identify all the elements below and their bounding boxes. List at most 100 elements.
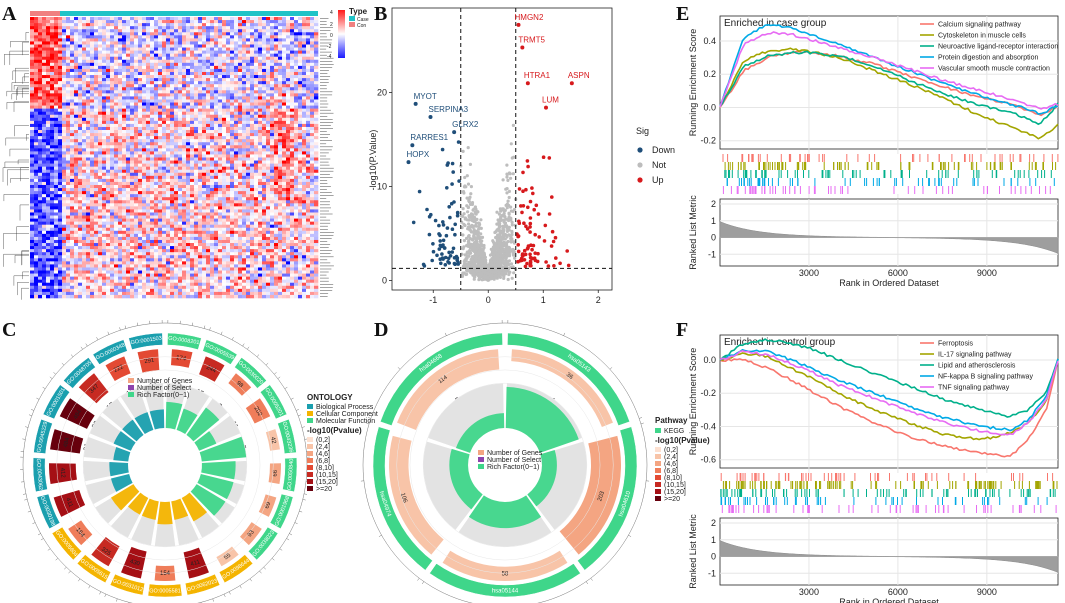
heatmap-cell (90, 136, 95, 140)
heatmap-cell (290, 47, 295, 51)
heatmap-cell (274, 96, 279, 100)
heatmap-cell (238, 47, 243, 51)
heatmap-cell (46, 50, 51, 54)
heatmap-cell (238, 172, 243, 177)
heatmap-cell (106, 29, 111, 33)
heatmap-cell (114, 114, 119, 119)
heatmap-cell (182, 99, 187, 103)
heatmap-cell (78, 145, 83, 149)
heatmap-cell (46, 212, 51, 216)
heatmap-cell (126, 172, 131, 177)
heatmap-cell (250, 29, 255, 33)
heatmap-cell (170, 203, 175, 207)
heatmap-cell (94, 123, 99, 128)
heatmap-cell (94, 188, 99, 192)
heatmap-cell (162, 221, 167, 225)
heatmap-cell (74, 133, 79, 137)
heatmap-cell (102, 111, 107, 116)
heatmap-cell (278, 102, 283, 106)
heatmap-cell (114, 35, 119, 39)
heatmap-cell (286, 50, 291, 54)
heatmap-cell (274, 206, 279, 210)
heatmap-cell (98, 123, 103, 128)
heatmap-cell (114, 194, 119, 198)
heatmap-cell (122, 71, 127, 76)
heatmap-cell (250, 17, 255, 21)
heatmap-cell (298, 38, 303, 42)
heatmap-cell (122, 133, 127, 137)
heatmap-cell (294, 96, 299, 100)
heatmap-cell (74, 38, 79, 42)
heatmap-cell (110, 81, 115, 85)
heatmap-cell (286, 44, 291, 48)
heatmap-cell (206, 148, 211, 152)
heatmap-cell (134, 117, 139, 122)
heatmap-cell (238, 145, 243, 149)
heatmap-cell (202, 102, 207, 106)
heatmap-cell (258, 160, 263, 164)
heatmap-cell (130, 111, 135, 116)
heatmap-cell (106, 136, 111, 140)
heatmap-cell (182, 166, 187, 171)
heatmap-cell (86, 93, 91, 97)
heatmap-cell (38, 65, 43, 70)
heatmap-cell (86, 117, 91, 122)
heatmap-cell (254, 151, 259, 155)
heatmap-cell (174, 178, 179, 183)
heatmap-cell (114, 136, 119, 140)
heatmap-cell (146, 191, 151, 195)
heatmap-cell (122, 175, 127, 180)
heatmap-cell (66, 178, 71, 183)
heatmap-cell (50, 184, 55, 189)
heatmap-cell (298, 163, 303, 167)
heatmap-cell (238, 154, 243, 158)
heatmap-cell (290, 157, 295, 161)
heatmap-cell (250, 44, 255, 48)
heatmap-cell (102, 181, 107, 186)
heatmap-cell (262, 53, 267, 57)
heatmap-cell (214, 209, 219, 213)
heatmap-cell (246, 163, 251, 167)
heatmap-cell (58, 154, 63, 158)
heatmap-cell (50, 44, 55, 48)
heatmap-cell (74, 197, 79, 201)
heatmap-cell (150, 126, 155, 131)
heatmap-cell (166, 166, 171, 171)
heatmap-cell (122, 81, 127, 85)
heatmap-cell (62, 102, 67, 106)
heatmap-cell (206, 175, 211, 180)
heatmap-cell (122, 160, 127, 164)
heatmap-cell (218, 139, 223, 143)
heatmap-cell (234, 114, 239, 119)
heatmap-cell (178, 181, 183, 186)
heatmap-cell (78, 154, 83, 158)
heatmap-cell (186, 181, 191, 186)
heatmap-cell (158, 105, 163, 109)
heatmap-cell (310, 53, 315, 57)
heatmap-cell (70, 206, 75, 210)
heatmap-cell (182, 200, 187, 204)
heatmap-cell (146, 35, 151, 39)
heatmap-cell (218, 151, 223, 155)
heatmap-cell (154, 68, 159, 73)
heatmap-cell (214, 130, 219, 134)
heatmap-cell (70, 218, 75, 222)
heatmap-cell (246, 99, 251, 103)
heatmap-cell (134, 212, 139, 216)
heatmap-cell (58, 26, 63, 30)
heatmap-cell (250, 105, 255, 109)
heatmap-cell (174, 194, 179, 198)
heatmap-cell (250, 114, 255, 119)
heatmap-cell (106, 157, 111, 161)
heatmap-cell (162, 197, 167, 201)
heatmap-cell (130, 68, 135, 73)
heatmap-cell (194, 221, 199, 225)
heatmap-cell (46, 218, 51, 222)
heatmap-cell (306, 203, 311, 207)
heatmap-cell (158, 38, 163, 42)
heatmap-cell (94, 32, 99, 36)
heatmap-cell (254, 218, 259, 222)
heatmap-cell (222, 145, 227, 149)
heatmap-cell (218, 200, 223, 204)
heatmap-cell (134, 157, 139, 161)
